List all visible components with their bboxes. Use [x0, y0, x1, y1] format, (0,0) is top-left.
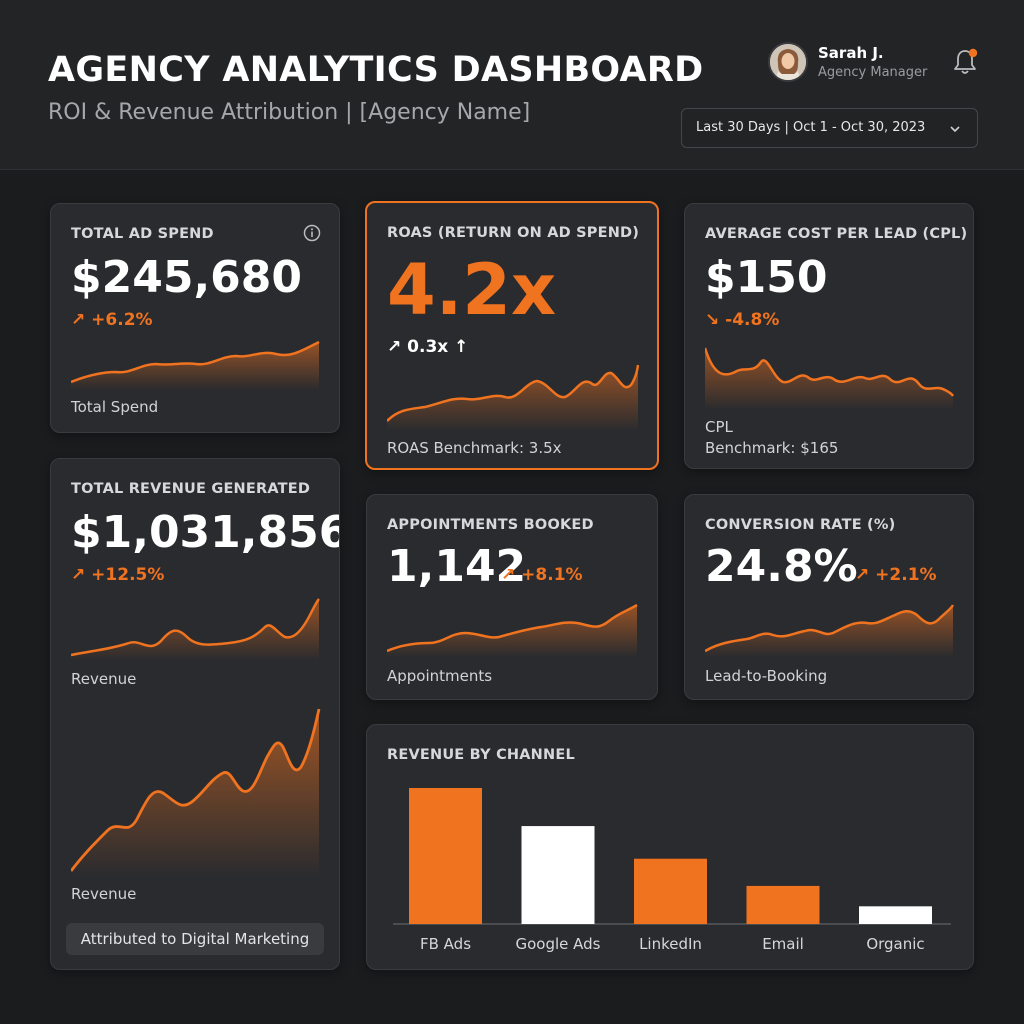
revenue-sparkline-small	[71, 598, 320, 661]
card-label: ROAS (RETURN ON AD SPEND)	[387, 225, 640, 241]
metric-delta: ↗ +8.1%	[501, 565, 583, 585]
card-total-ad-spend[interactable]: TOTAL AD SPEND $245,680 ↗ +6.2% Total Sp…	[50, 203, 340, 433]
spend-sparkline	[71, 340, 320, 390]
user-role: Agency Manager	[818, 65, 928, 80]
user-name: Sarah J.	[818, 44, 884, 62]
appointments-sparkline	[387, 603, 638, 657]
revenue-by-channel-chart: FB Ads Google Ads LinkedIn Email Organic	[393, 788, 951, 953]
metric-delta: ↗ 0.3x ↑	[387, 337, 469, 357]
tick-label: Email	[762, 935, 804, 953]
roas-sparkline	[387, 364, 639, 431]
chevron-down-icon	[950, 126, 960, 133]
user-profile[interactable]: Sarah J. Agency Manager	[768, 42, 948, 84]
card-total-revenue[interactable]: TOTAL REVENUE GENERATED $1,031,856 ↗ +12…	[50, 458, 340, 970]
card-label: TOTAL REVENUE GENERATED	[71, 481, 311, 497]
metric-value: $150	[705, 252, 828, 303]
card-revenue-by-channel[interactable]: REVENUE BY CHANNEL FB Ads Google Ads Linke…	[366, 724, 974, 970]
metric-caption: Lead-to-Booking	[705, 667, 828, 685]
metric-value: 24.8%	[705, 541, 858, 592]
bell-icon[interactable]	[952, 48, 978, 76]
metric-caption-line2: Benchmark: $165	[705, 439, 839, 457]
bar-linkedin[interactable]	[634, 858, 707, 924]
page-title: AGENCY ANALYTICS DASHBOARD	[48, 50, 704, 90]
metric-caption: Revenue	[71, 670, 137, 688]
card-roas[interactable]: ROAS (RETURN ON AD SPEND) 4.2x ↗ 0.3x ↑ …	[365, 201, 659, 470]
metric-caption: Appointments	[387, 667, 493, 685]
metric-delta: ↗ +6.2%	[71, 310, 153, 330]
tick-label: Organic	[866, 935, 924, 953]
card-label: AVERAGE COST PER LEAD (CPL)	[705, 226, 968, 242]
dashboard-header: AGENCY ANALYTICS DASHBOARD ROI & Revenue…	[0, 0, 1024, 170]
bar-email[interactable]	[746, 885, 820, 924]
metric-caption-line1: CPL	[705, 418, 733, 436]
tick-label: LinkedIn	[639, 935, 702, 953]
notification-dot	[968, 48, 978, 58]
attribution-badge: Attributed to Digital Marketing	[66, 923, 324, 955]
info-icon[interactable]	[303, 224, 321, 242]
metric-value: $245,680	[71, 252, 303, 303]
cpl-sparkline	[705, 347, 955, 410]
card-cost-per-lead[interactable]: AVERAGE COST PER LEAD (CPL) $150 ↘ -4.8%…	[684, 203, 974, 469]
metric-caption-2: Revenue	[71, 885, 137, 903]
bar-google-ads[interactable]	[521, 826, 595, 924]
bar-organic[interactable]	[859, 906, 932, 924]
card-label: TOTAL AD SPEND	[71, 226, 214, 242]
metric-caption: Total Spend	[71, 398, 159, 416]
avatar[interactable]	[768, 42, 808, 82]
chart-title: REVENUE BY CHANNEL	[387, 747, 575, 763]
card-appointments-booked[interactable]: APPOINTMENTS BOOKED 1,142 ↗ +8.1% Appoin…	[366, 494, 658, 700]
tick-label: FB Ads	[420, 935, 471, 953]
card-label: CONVERSION RATE (%)	[705, 517, 896, 533]
metric-value: 1,142	[387, 541, 527, 592]
card-conversion-rate[interactable]: CONVERSION RATE (%) 24.8% ↗ +2.1% Lead-t…	[684, 494, 974, 700]
page-subtitle: ROI & Revenue Attribution | [Agency Name…	[48, 100, 531, 125]
card-label: APPOINTMENTS BOOKED	[387, 517, 594, 533]
metric-value: $1,031,856	[71, 507, 340, 558]
date-range-select[interactable]: Last 30 Days | Oct 1 - Oct 30, 2023	[681, 108, 978, 148]
metric-delta: ↗ +12.5%	[71, 565, 165, 585]
metric-delta: ↘ -4.8%	[705, 310, 780, 330]
tick-label: Google Ads	[516, 935, 601, 953]
bar-fb-ads[interactable]	[409, 788, 482, 924]
date-range-value: Last 30 Days | Oct 1 - Oct 30, 2023	[696, 120, 926, 135]
metric-delta: ↗ +2.1%	[855, 565, 937, 585]
revenue-sparkline-large	[71, 708, 321, 877]
metric-value: 4.2x	[387, 249, 557, 331]
metric-caption: ROAS Benchmark: 3.5x	[387, 439, 562, 457]
conversion-sparkline	[705, 604, 955, 657]
